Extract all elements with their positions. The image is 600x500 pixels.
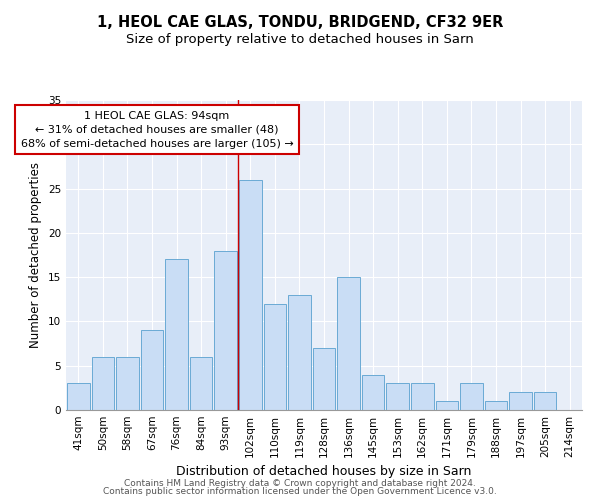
Bar [239, 180, 262, 410]
Bar [534, 392, 556, 410]
Bar [165, 260, 188, 410]
Bar [67, 384, 89, 410]
Bar [386, 384, 409, 410]
Bar [362, 374, 385, 410]
Text: Contains HM Land Registry data © Crown copyright and database right 2024.: Contains HM Land Registry data © Crown c… [124, 478, 476, 488]
Bar [436, 401, 458, 410]
Bar [337, 277, 360, 410]
Bar [411, 384, 434, 410]
Text: 1, HEOL CAE GLAS, TONDU, BRIDGEND, CF32 9ER: 1, HEOL CAE GLAS, TONDU, BRIDGEND, CF32 … [97, 15, 503, 30]
Bar [116, 357, 139, 410]
Bar [509, 392, 532, 410]
Bar [263, 304, 286, 410]
Text: 1 HEOL CAE GLAS: 94sqm
← 31% of detached houses are smaller (48)
68% of semi-det: 1 HEOL CAE GLAS: 94sqm ← 31% of detached… [20, 110, 293, 148]
Bar [214, 250, 237, 410]
Bar [288, 295, 311, 410]
Text: Contains public sector information licensed under the Open Government Licence v3: Contains public sector information licen… [103, 487, 497, 496]
Bar [485, 401, 508, 410]
Bar [190, 357, 212, 410]
Bar [460, 384, 483, 410]
Bar [92, 357, 114, 410]
Y-axis label: Number of detached properties: Number of detached properties [29, 162, 43, 348]
X-axis label: Distribution of detached houses by size in Sarn: Distribution of detached houses by size … [176, 466, 472, 478]
Bar [313, 348, 335, 410]
Bar [140, 330, 163, 410]
Text: Size of property relative to detached houses in Sarn: Size of property relative to detached ho… [126, 32, 474, 46]
